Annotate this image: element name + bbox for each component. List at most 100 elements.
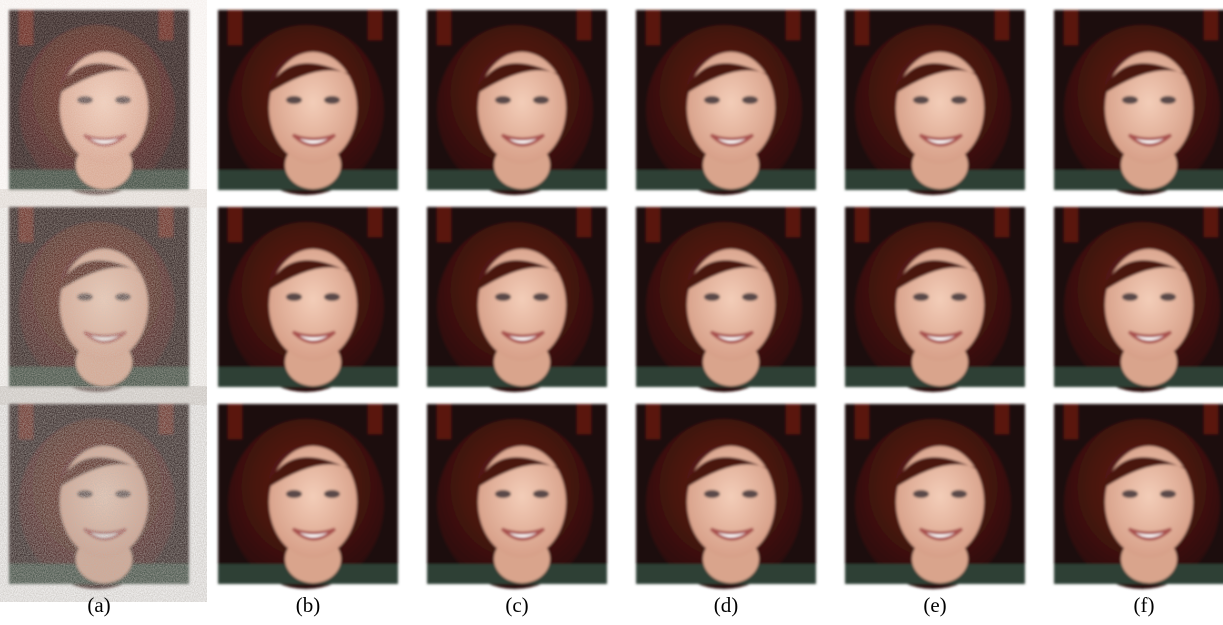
image-cell [845,404,1025,589]
face [218,404,398,589]
fringe [684,63,776,95]
backdrop-stripe [368,207,382,237]
mouth [1127,527,1173,541]
eye [495,490,511,498]
fringe [266,63,358,95]
image-cell [845,207,1025,392]
face [218,207,398,392]
mouth [918,527,964,541]
mouth [918,330,964,344]
fringe [475,63,567,95]
image-cell [1054,404,1223,589]
image-cell [218,207,398,392]
fringe [1102,63,1194,95]
face [1054,207,1223,392]
eye [324,293,340,301]
face [427,207,607,392]
fringe [684,260,776,292]
eye [1160,490,1176,498]
mouth [1127,330,1173,344]
eye [704,293,720,301]
image-cell [9,207,189,392]
image-cell [636,10,816,195]
image-cell [1054,10,1223,195]
mouth [291,133,337,147]
image-cell [9,10,189,195]
backdrop-stripe [995,207,1009,237]
backdrop-stripe [368,10,382,40]
fringe [266,260,358,292]
eye [533,293,549,301]
mouth [709,133,755,147]
backdrop-stripe [1204,10,1218,40]
backdrop-stripe [646,10,660,45]
image-cell [427,207,607,392]
backdrop-stripe [577,404,591,434]
fringe [1102,457,1194,489]
image-cell [427,404,607,589]
eye [1122,293,1138,301]
mouth [500,330,546,344]
fringe [475,457,567,489]
face [1054,404,1223,589]
mouth [1127,133,1173,147]
eye [286,490,302,498]
panel-label: (b) [296,593,321,617]
backdrop-stripe [577,10,591,40]
backdrop-stripe [1204,207,1218,237]
eye [742,490,758,498]
face [845,10,1025,195]
image-cell [1054,207,1223,392]
eye [704,96,720,104]
eye [913,96,929,104]
backdrop-stripe [786,404,800,434]
face [636,404,816,589]
backdrop-stripe [577,207,591,237]
eye [286,293,302,301]
mouth [291,330,337,344]
backdrop-stripe [1064,207,1078,242]
face [636,10,816,195]
image-cell [636,404,816,589]
eye [1160,293,1176,301]
panel-label: (c) [505,593,528,617]
eye [951,293,967,301]
backdrop-stripe [995,404,1009,434]
backdrop-stripe [855,10,869,45]
image-cell [636,207,816,392]
fringe [893,260,985,292]
mouth [709,330,755,344]
eye [533,490,549,498]
backdrop-stripe [646,404,660,439]
backdrop-stripe [855,404,869,439]
eye [1122,96,1138,104]
backdrop-stripe [786,207,800,237]
fringe [475,260,567,292]
backdrop-stripe [855,207,869,242]
eye [951,490,967,498]
backdrop-stripe [228,404,242,439]
noise [9,404,189,584]
eye [1160,96,1176,104]
panel-label: (d) [714,593,739,617]
face [427,10,607,195]
image-cell [218,404,398,589]
face [845,207,1025,392]
face [218,10,398,195]
eye [495,96,511,104]
backdrop-stripe [437,207,451,242]
eye [533,96,549,104]
image-cell [9,404,189,589]
eye [324,490,340,498]
backdrop-stripe [228,207,242,242]
fringe [266,457,358,489]
fringe [893,63,985,95]
backdrop-stripe [368,404,382,434]
backdrop-stripe [228,10,242,45]
mouth [918,133,964,147]
face [636,207,816,392]
fringe [684,457,776,489]
backdrop-stripe [1064,10,1078,45]
face [1054,10,1223,195]
